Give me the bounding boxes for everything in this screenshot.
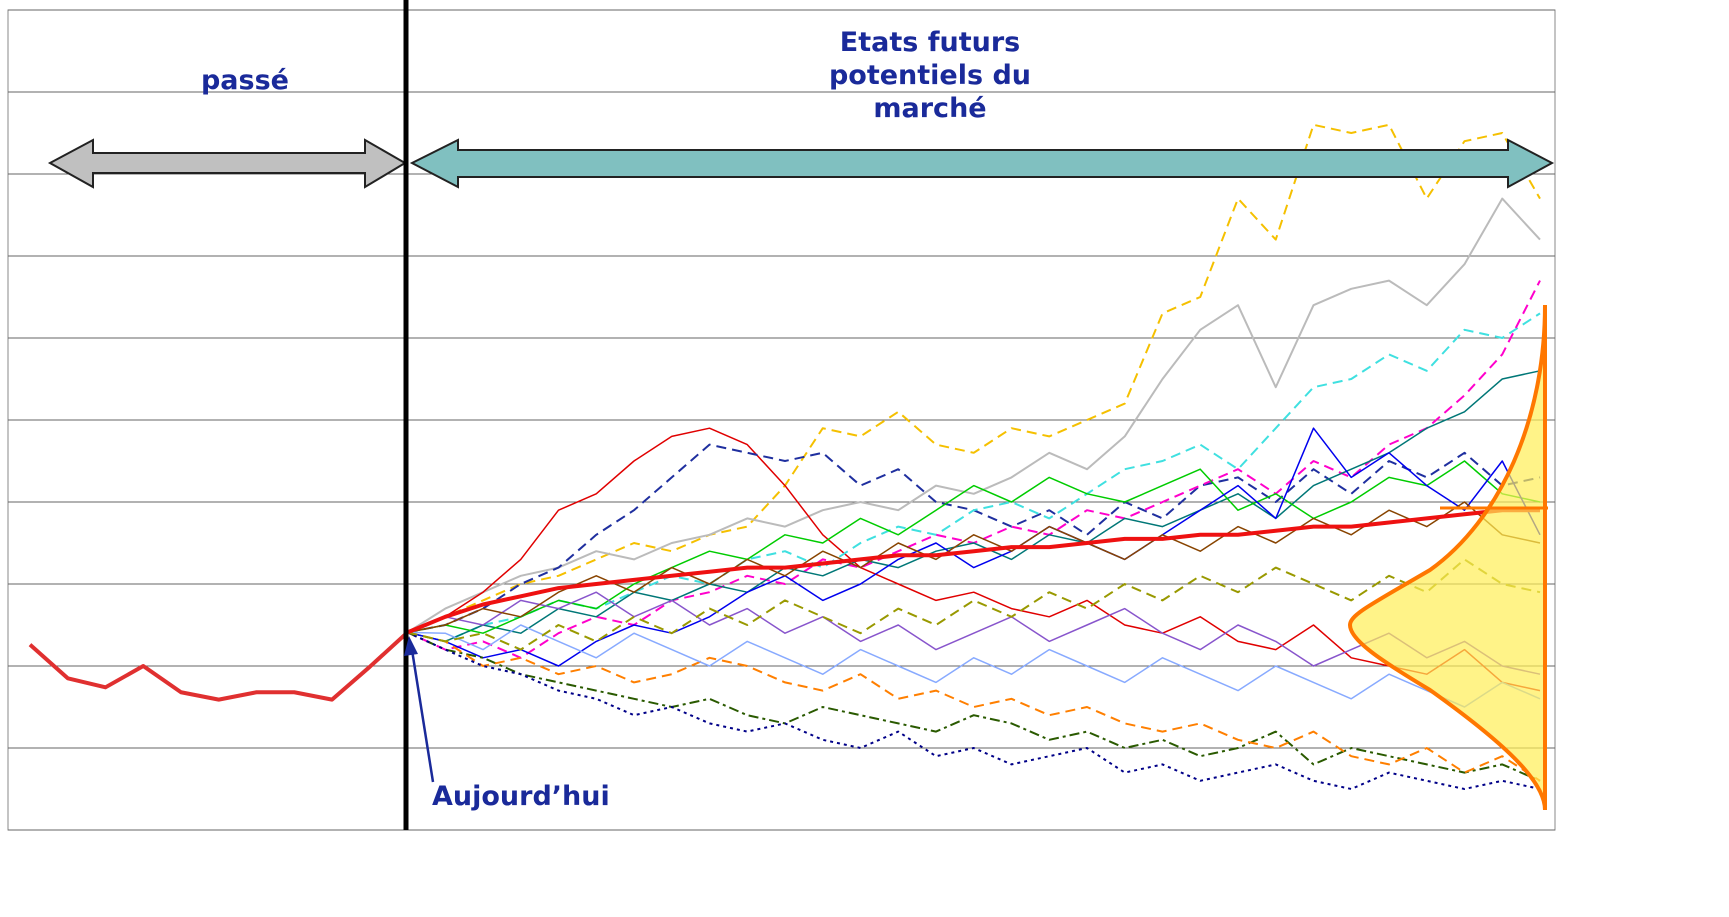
today-pointer [410,649,435,783]
series-line [406,508,1540,635]
series-line [407,631,1541,790]
today-label: Aujourd’hui [432,781,610,812]
series-line [407,123,1541,634]
series-line [407,427,1541,692]
grid [8,9,1555,831]
series-line [407,280,1541,659]
today-pointer-head [404,636,418,656]
series-line [407,624,1541,708]
series-line [407,558,1541,651]
future-arrow [409,138,1555,189]
paths [28,123,1541,790]
series-line [406,197,1541,634]
series-line [407,427,1541,667]
future-label: Etats futurs potentiels du marché [828,27,1032,124]
series-line [407,501,1541,634]
series-line [407,631,1541,782]
past-arrow [47,138,407,189]
distribution [1347,304,1547,811]
series-line [407,370,1541,643]
past-label: passé [200,65,289,96]
series-line [28,630,409,702]
series-line [407,460,1541,634]
series-line [407,591,1541,675]
series-line [407,631,1541,782]
